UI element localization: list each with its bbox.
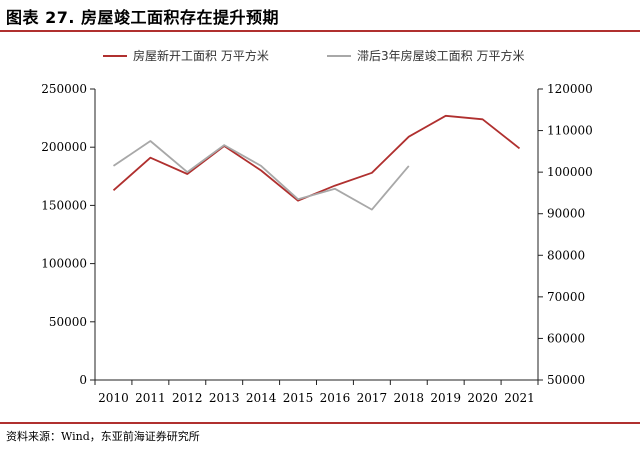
left-tick-label: 200000 — [41, 140, 87, 154]
right-y-ticks: 50000 60000 70000 80000 90000 100000 110000 120… — [538, 82, 593, 387]
source-note: 资料来源：Wind，东亚前海证券研究所 — [6, 430, 200, 443]
right-tick-label: 90000 — [547, 207, 585, 221]
left-tick-label: 250000 — [41, 82, 87, 96]
series-lines — [112, 114, 521, 211]
x-tick-label: 2014 — [246, 391, 277, 405]
x-tick-label: 2015 — [283, 391, 314, 405]
chart-axes — [94, 89, 539, 381]
series-line-1 — [112, 114, 521, 202]
right-tick-label: 60000 — [547, 331, 585, 345]
x-tick-label: 2016 — [320, 391, 351, 405]
x-ticks: 2010 2011 2012 2013 2014 2015 2016 2017 2018 2019… — [94, 380, 539, 405]
left-tick-label: 150000 — [41, 198, 87, 212]
right-tick-label: 110000 — [547, 124, 593, 138]
x-tick-label: 2019 — [430, 391, 461, 405]
x-tick-label: 2017 — [357, 391, 388, 405]
chart-legend: 房屋新开工面积 万平方米 滞后3年房屋竣工面积 万平方米 — [103, 48, 524, 63]
legend-label-1: 房屋新开工面积 万平方米 — [133, 48, 269, 63]
right-tick-label: 100000 — [547, 165, 593, 179]
left-tick-label: 50000 — [49, 315, 87, 329]
right-tick-label: 120000 — [547, 82, 593, 96]
right-tick-label: 70000 — [547, 290, 585, 304]
legend-label-2: 滞后3年房屋竣工面积 万平方米 — [357, 48, 524, 63]
title-rule — [0, 30, 640, 32]
x-tick-label: 2011 — [135, 391, 166, 405]
right-tick-label: 50000 — [547, 373, 585, 387]
x-tick-label: 2020 — [467, 391, 498, 405]
x-tick-label: 2010 — [98, 391, 129, 405]
x-tick-label: 2018 — [394, 391, 425, 405]
left-y-ticks: 0 50000 100000 150000 200000 250000 — [41, 82, 95, 387]
left-tick-label: 100000 — [41, 257, 87, 271]
x-tick-label: 2021 — [504, 391, 535, 405]
right-tick-label: 80000 — [547, 248, 585, 262]
left-tick-label: 0 — [79, 373, 87, 387]
source-rule — [0, 422, 640, 424]
series-line-2 — [112, 140, 410, 211]
x-tick-label: 2012 — [172, 391, 203, 405]
x-tick-label: 2013 — [209, 391, 240, 405]
figure-title: 图表 27. 房屋竣工面积存在提升预期 — [6, 8, 279, 27]
